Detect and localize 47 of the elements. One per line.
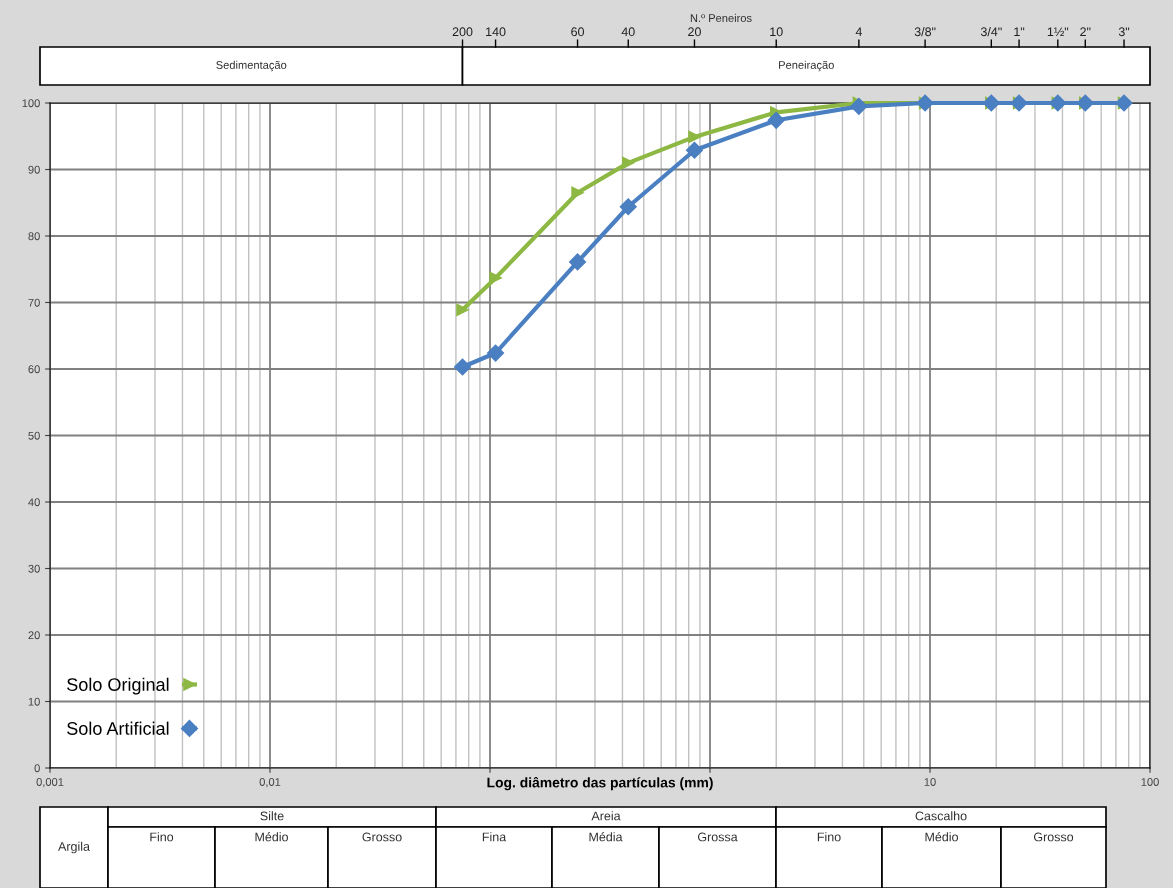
x-tick-label: 0,01 (259, 778, 281, 788)
text: Fino (817, 832, 841, 842)
x-tick-label: 0,001 (36, 778, 64, 788)
y-tick-label: 0 (34, 764, 40, 773)
text: 2" (1080, 27, 1091, 37)
text: Fina (482, 832, 507, 842)
text: Fino (150, 832, 174, 842)
y-tick-label: 90 (28, 165, 40, 174)
y-tick-label: 70 (28, 298, 40, 307)
text: 3" (1118, 27, 1130, 37)
x-axis-title: Log. diâmetro das partículas (mm) (487, 776, 713, 791)
y-tick-label: 50 (28, 431, 40, 440)
y-tick-label: 80 (28, 232, 40, 241)
text: Grossa (697, 832, 738, 842)
text: Médio (925, 832, 958, 842)
y-tick-label: 10 (28, 697, 40, 706)
text: Cascalho (915, 811, 967, 821)
text: 4 (855, 27, 862, 37)
text: N.º Peneiros (690, 13, 752, 22)
text: 10 (770, 27, 783, 37)
x-tick-label: 100 (1141, 778, 1159, 786)
text: 40 (621, 27, 635, 37)
text: 1½" (1047, 27, 1069, 37)
text: Silte (260, 811, 284, 821)
text: 3/8" (914, 26, 936, 37)
text: Médio (255, 832, 288, 842)
text: 1" (1014, 27, 1025, 37)
text: Argila (58, 841, 90, 854)
text: Grosso (362, 832, 402, 842)
y-tick-label: 100 (22, 99, 40, 108)
text: 140 (486, 27, 506, 37)
y-tick-label: 60 (28, 365, 40, 374)
text: Peneiração (779, 60, 834, 72)
y-tick-label: 40 (28, 498, 40, 507)
y-tick-label: 20 (28, 631, 40, 640)
text: Média (589, 832, 623, 842)
text: 200 (452, 27, 473, 37)
text: Sedimentação (216, 60, 287, 72)
text: 60 (571, 27, 585, 37)
legend-label: Solo Artificial (67, 721, 169, 735)
x-tick-label: 10 (924, 778, 936, 786)
y-tick-label: 30 (28, 564, 40, 573)
text: 3/4" (980, 26, 1002, 37)
text: Grosso (1033, 832, 1074, 842)
legend-label: Solo Original (67, 677, 169, 695)
text: 20 (688, 27, 701, 37)
text: Areia (591, 811, 621, 821)
